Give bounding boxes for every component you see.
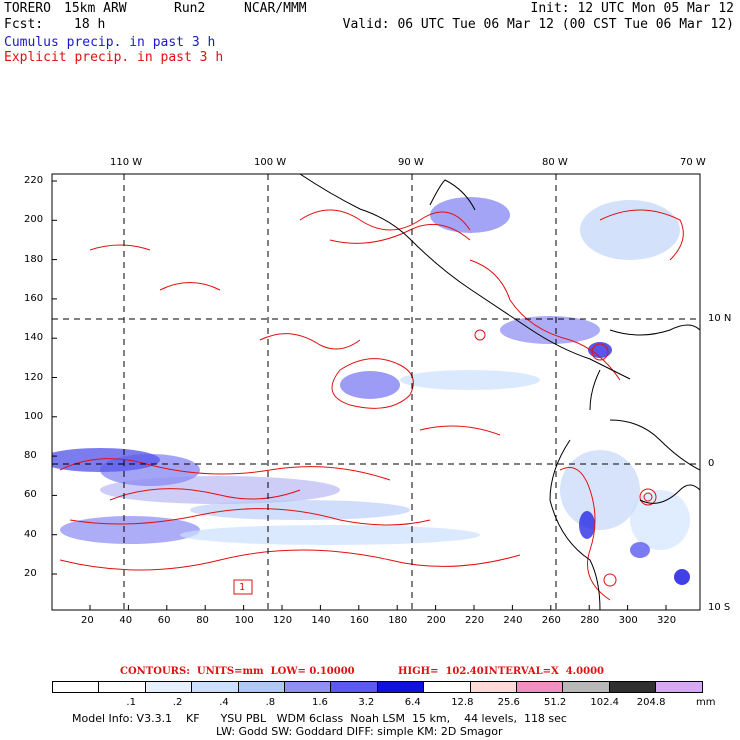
legend-label: 51.2 bbox=[544, 697, 567, 708]
legend-swatch bbox=[469, 681, 517, 693]
x-tick-label: 60 bbox=[157, 615, 171, 626]
model-info: Model Info: V3.3.1 KF YSU PBL WDM 6class… bbox=[72, 712, 567, 725]
x-tick-label: 320 bbox=[657, 615, 677, 626]
y-tick-label: 220 bbox=[24, 175, 44, 186]
legend-swatch bbox=[655, 681, 703, 693]
contour-high: HIGH= 102.40 bbox=[398, 666, 484, 677]
x-tick-label: 240 bbox=[503, 615, 523, 626]
y-tick-label: 100 bbox=[24, 410, 44, 422]
x-tick-label: 120 bbox=[273, 615, 293, 626]
legend-swatch bbox=[330, 681, 378, 693]
legend-label: 204.8 bbox=[636, 697, 666, 708]
contour-interval: INTERVAL=X 4.0000 bbox=[484, 666, 604, 677]
legend-swatch bbox=[191, 681, 239, 693]
x-tick-label: 40 bbox=[119, 615, 133, 626]
x-tick-label: 260 bbox=[541, 615, 561, 626]
x-tick-label: 140 bbox=[311, 615, 331, 626]
forecast-hour: 18 h bbox=[74, 17, 106, 32]
y-tick-label: 40 bbox=[24, 528, 37, 540]
x-tick-label: 80 bbox=[196, 615, 209, 626]
y-tick-label: 60 bbox=[24, 489, 37, 501]
x-tick-label: 220 bbox=[465, 615, 485, 626]
legend-label: 102.4 bbox=[590, 697, 620, 708]
legend-swatch bbox=[98, 681, 146, 693]
legend-label: 25.6 bbox=[497, 697, 520, 708]
model-name: TORERO bbox=[4, 1, 51, 16]
contour-units: CONTOURS: UNITS=mm LOW= 0.10000 bbox=[120, 666, 355, 677]
y-tick-label: 120 bbox=[24, 371, 44, 383]
legend-swatch bbox=[284, 681, 332, 693]
legend-swatch bbox=[423, 681, 471, 693]
forecast-label: Fcst: bbox=[4, 17, 44, 32]
legend-swatch bbox=[376, 681, 425, 693]
y-tick-label: 200 bbox=[24, 214, 44, 226]
legend-label: .4 bbox=[219, 697, 229, 708]
y-tick-label: 20 bbox=[24, 568, 37, 579]
lat-label: 0 bbox=[708, 458, 715, 469]
map-plot-area bbox=[52, 174, 700, 610]
coastline bbox=[299, 174, 700, 610]
y-tick-label: 160 bbox=[24, 292, 44, 304]
lon-label: 80 W bbox=[542, 157, 568, 168]
tick-layer bbox=[52, 180, 667, 610]
lat-label: 10 N bbox=[708, 313, 732, 324]
lon-label: 110 W bbox=[110, 157, 143, 168]
legend-label: 12.8 bbox=[451, 697, 474, 708]
valid-time: Valid: 06 UTC Tue 06 Mar 12 (00 CST Tue … bbox=[342, 17, 734, 32]
lon-label: 70 W bbox=[680, 157, 706, 168]
physics-info: LW: Godd SW: Goddard DIFF: simple KM: 2D… bbox=[216, 725, 503, 738]
legend-unit: mm bbox=[696, 697, 716, 708]
legend-swatch bbox=[608, 681, 657, 693]
y-tick-label: 180 bbox=[24, 253, 44, 265]
legend-swatch bbox=[52, 681, 100, 693]
legend-label: .8 bbox=[265, 697, 276, 708]
x-tick-label: 300 bbox=[618, 615, 638, 626]
model-org: NCAR/MMM bbox=[244, 1, 307, 16]
field-title-explicit: Explicit precip. in past 3 h bbox=[4, 50, 224, 65]
cumulus-precip-layer bbox=[52, 197, 690, 585]
legend-swatch bbox=[516, 681, 564, 693]
model-resolution: 15km ARW bbox=[64, 1, 127, 16]
legend-label: 1.6 bbox=[312, 697, 328, 708]
plot-border bbox=[51, 173, 701, 611]
legend-label: 6.4 bbox=[404, 697, 421, 708]
lat-lon-grid bbox=[52, 174, 700, 610]
model-run: Run2 bbox=[174, 1, 206, 16]
init-time: Init: 12 UTC Mon 05 Mar 12 bbox=[530, 1, 735, 16]
x-tick-label: 180 bbox=[388, 615, 408, 626]
legend-swatch bbox=[237, 681, 285, 693]
lon-label: 100 W bbox=[254, 157, 287, 168]
y-tick-label: 80 bbox=[24, 450, 37, 462]
lon-label: 90 W bbox=[398, 157, 424, 168]
field-title-cumulus: Cumulus precip. in past 3 h bbox=[4, 35, 216, 50]
lat-label: 10 S bbox=[708, 602, 731, 613]
contour-box bbox=[233, 579, 253, 595]
x-tick-label: 160 bbox=[349, 615, 369, 626]
x-tick-label: 200 bbox=[426, 615, 446, 626]
legend-label: .1 bbox=[126, 697, 136, 708]
explicit-precip-contours bbox=[59, 209, 684, 601]
x-tick-label: 280 bbox=[580, 615, 600, 626]
legend-label: 3.2 bbox=[358, 697, 375, 708]
legend-swatch bbox=[144, 681, 193, 693]
legend-label: .2 bbox=[172, 697, 183, 708]
y-tick-label: 140 bbox=[24, 332, 44, 344]
legend-swatch bbox=[562, 681, 610, 693]
x-tick-label: 100 bbox=[234, 615, 254, 626]
contour-box-label: 1 bbox=[239, 582, 246, 593]
x-tick-label: 20 bbox=[81, 615, 94, 626]
